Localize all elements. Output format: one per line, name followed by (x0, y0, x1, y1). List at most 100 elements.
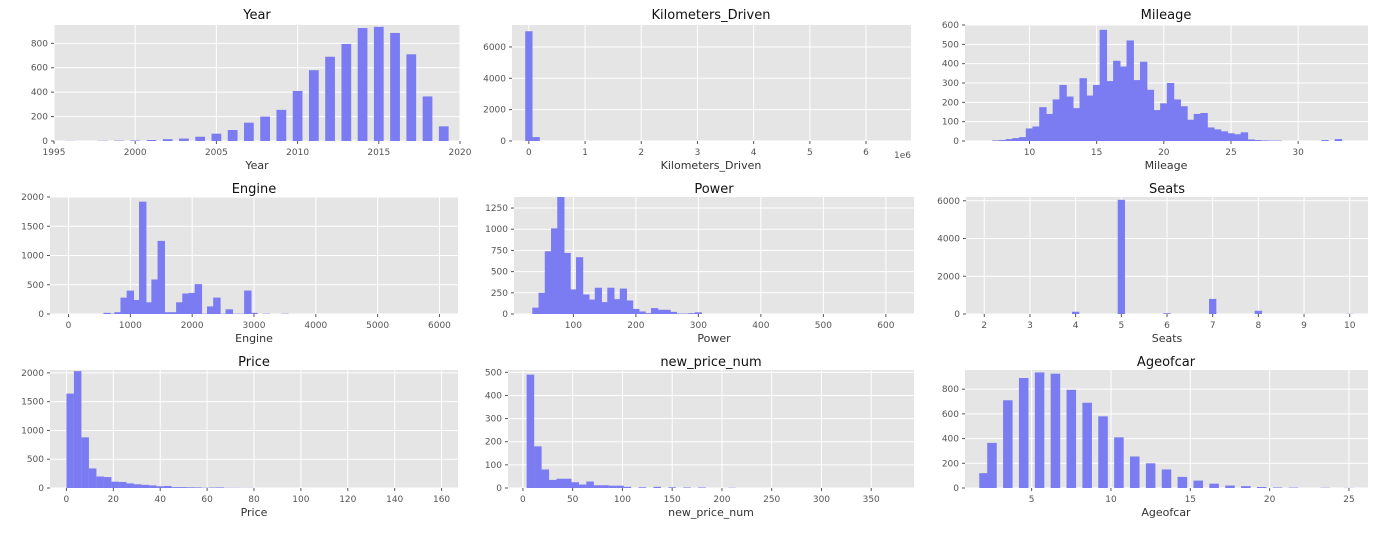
y-tick-label: 500 (485, 368, 502, 378)
histogram-bar (576, 257, 584, 314)
histogram-bar (406, 54, 417, 141)
chart-title-seats: Seats (1149, 182, 1185, 197)
y-tick-label: 800 (942, 385, 959, 395)
histogram-bar (538, 292, 546, 314)
histogram-bar (438, 126, 449, 141)
chart-title-ageofcar: Ageofcar (1137, 355, 1196, 370)
histogram-bar (1059, 84, 1067, 141)
histogram-bar (244, 122, 254, 141)
histogram-bar (1180, 106, 1188, 141)
histogram-bar (1126, 40, 1134, 141)
histogram-bar (141, 484, 149, 488)
histogram-bar (1220, 131, 1228, 141)
histogram-bar (1092, 84, 1101, 141)
histogram-bar (133, 484, 142, 488)
histogram-bar (308, 70, 319, 141)
chart-title-engine: Engine (232, 182, 277, 197)
x-tick-label: 1 (582, 148, 588, 158)
x-axis-label-seats: Seats (1152, 332, 1183, 345)
histogram-bar (1039, 107, 1047, 141)
histogram-bar (1213, 129, 1222, 141)
histogram-bar (1193, 113, 1202, 141)
x-tick-label: 1000 (119, 321, 142, 331)
histogram-bar (250, 312, 258, 314)
histogram-bar (111, 481, 119, 488)
histogram-bar (525, 31, 533, 141)
histogram-bar (1082, 402, 1092, 488)
histogram-bar (1227, 133, 1235, 141)
histogram-bar (103, 477, 112, 488)
histogram-bar (88, 468, 97, 488)
histogram-bar (532, 307, 540, 314)
histogram-bar (96, 476, 104, 488)
histogram-bar (163, 312, 172, 314)
histogram-bar (186, 487, 194, 488)
histogram-bar (146, 140, 157, 141)
histogram-bar (216, 487, 224, 488)
chart-title-year: Year (242, 8, 271, 23)
x-tick-label: 2020 (449, 148, 472, 158)
x-tick-label: 5000 (366, 321, 389, 331)
histogram-bar (992, 140, 1000, 141)
histogram-bar (1119, 66, 1128, 141)
histogram-bar (1146, 89, 1155, 141)
x-tick-label: 5 (807, 148, 813, 158)
x-tick-label: 0 (520, 495, 526, 505)
histogram-bar (1019, 137, 1027, 141)
histogram-bar (157, 240, 165, 314)
histogram-bar (644, 313, 652, 314)
x-tick-label: 25 (1343, 495, 1354, 505)
y-tick-label: 0 (954, 310, 960, 320)
histogram-bar (607, 287, 615, 314)
y-tick-label: 200 (31, 113, 48, 123)
x-tick-label: 20 (108, 495, 120, 505)
histogram-bar (182, 293, 190, 314)
histogram-bar (669, 311, 677, 314)
x-tick-label: 300 (690, 321, 707, 331)
chart-engine: Engine Engine 0 1000 2000 3000 4000 5000 6000 0… (21, 182, 458, 345)
y-tick-label: 0 (42, 137, 48, 147)
histogram-bar (195, 136, 206, 141)
histogram-bar (81, 437, 89, 488)
histogram-bar (1099, 29, 1108, 141)
histogram-bar (260, 116, 270, 141)
y-tick-label: 2000 (483, 106, 506, 116)
histogram-bar (663, 309, 671, 314)
y-tick-label: 2000 (21, 369, 44, 379)
histogram-bar (563, 252, 571, 314)
x-axis-label-kilometers-driven: Kilometers_Driven (661, 159, 762, 172)
histogram-bar (601, 302, 609, 314)
histogram-bar (325, 56, 335, 141)
histogram-bar (1086, 95, 1094, 141)
x-tick-label: 600 (877, 321, 894, 331)
y-tick-label: 200 (942, 98, 959, 108)
histogram-bar (120, 297, 128, 314)
chart-title-mileage: Mileage (1141, 8, 1192, 23)
x-tick-label: 350 (863, 495, 880, 505)
chart-price: Price Price 0 20 40 60 80 100 120 140 160 0 500 100… (21, 355, 458, 519)
histogram-bar (103, 312, 111, 314)
x-tick-label: 150 (664, 495, 681, 505)
y-tick-label: 4000 (937, 235, 960, 245)
y-tick-label: 300 (942, 79, 959, 89)
x-tick-label: 2000 (124, 148, 147, 158)
plot-area-new-price-num (508, 370, 914, 488)
histogram-bar (1260, 140, 1269, 141)
x-tick-label: 100 (614, 495, 631, 505)
x-tick-label: 30 (1292, 148, 1304, 158)
histogram-bar (1114, 437, 1124, 488)
histogram-bar (213, 297, 221, 314)
histogram-bar (613, 299, 621, 314)
y-tick-label: 500 (27, 281, 44, 291)
histogram-bar (73, 371, 82, 488)
chart-kilometers-driven: Kilometers_Driven Kilometers_Driven 1e6 … (483, 8, 911, 172)
x-tick-label: 5 (1029, 495, 1035, 505)
histogram-bar (626, 300, 634, 314)
histogram-bar (132, 299, 141, 314)
histogram-bar (188, 292, 196, 314)
histogram-bar (1050, 373, 1061, 488)
x-tick-label: 1995 (43, 148, 66, 158)
x-tick-label: 120 (339, 495, 356, 505)
histogram-bar (373, 26, 384, 141)
histogram-bar (608, 485, 617, 488)
